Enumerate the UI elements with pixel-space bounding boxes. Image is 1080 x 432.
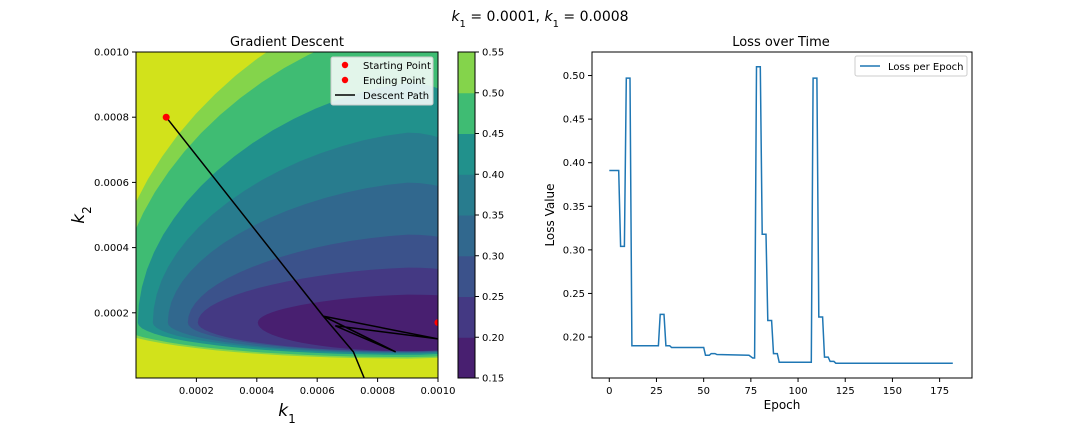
contour-xtick-label: 0.0008	[360, 386, 395, 397]
contour-ytick-label: 0.0002	[94, 308, 129, 319]
legend-end-label: Ending Point	[363, 76, 426, 87]
colorbar-tick-label: 0.45	[482, 129, 504, 140]
loss-xtick-label: 175	[930, 386, 949, 397]
contour-bands	[136, 52, 438, 378]
loss-ylabel: Loss Value	[543, 183, 557, 246]
loss-ytick-label: 0.30	[563, 245, 585, 256]
colorbar-segment	[458, 92, 475, 134]
descent-path-layer	[162, 113, 438, 378]
contour-legend: Starting Point Ending Point Descent Path	[330, 56, 434, 106]
contour-ytick-label: 0.0010	[94, 48, 129, 59]
colorbar-segment	[458, 255, 475, 297]
loss-ytick-label: 0.45	[563, 115, 585, 126]
contour-band-0.15	[257, 294, 438, 352]
loss-xtick-label: 100	[788, 386, 807, 397]
loss-legend: Loss per Epoch	[854, 55, 968, 77]
contour-xtick-label: 0.0010	[421, 386, 456, 397]
contour-xtick-label: 0.0006	[300, 386, 335, 397]
colorbar-tick-label: 0.30	[482, 251, 504, 262]
loss-title: Loss over Time	[732, 35, 830, 50]
start-point-marker	[162, 113, 170, 121]
colorbar-segment	[458, 133, 475, 175]
contour-ticks: 0.0002 0.0004 0.0006 0.0008 0.0010 0.0002 0.00…	[94, 48, 456, 398]
loss-xtick-label: 50	[697, 386, 710, 397]
contour-xtick-label: 0.0002	[179, 386, 214, 397]
colorbar-tick-label: 0.55	[482, 48, 504, 59]
legend-start-marker	[341, 61, 349, 69]
contour-chart: Gradient Descent 0.0002 0.0004 0.0006 0.000…	[69, 35, 456, 426]
contour-ytick-label: 0.0006	[94, 178, 129, 189]
loss-xtick-label: 150	[883, 386, 902, 397]
contour-xtick-label: 0.0004	[239, 386, 274, 397]
loss-series-line	[609, 66, 953, 364]
contour-ytick-label: 0.0004	[94, 243, 129, 254]
descent-path	[165, 116, 438, 378]
contour-xlabel: k1	[278, 401, 296, 426]
loss-xtick-label: 125	[836, 386, 855, 397]
colorbar-segment	[458, 337, 475, 379]
legend-start-label: Starting Point	[363, 61, 431, 72]
loss-axes-frame	[591, 51, 973, 379]
loss-ytick-label: 0.50	[563, 71, 585, 82]
loss-ytick-label: 0.25	[563, 289, 585, 300]
loss-ytick-label: 0.35	[563, 202, 585, 213]
end-point-marker	[434, 319, 438, 327]
loss-ticks: 0 25 50 75 100 125 150 175 0.20 0.25 0.30 0.35 0.40 0…	[563, 71, 949, 397]
legend-end-marker	[341, 76, 349, 84]
loss-legend-label: Loss per Epoch	[888, 62, 964, 73]
colorbar: 0.15 0.20 0.25 0.30 0.35 0.40 0.45 0.50 0.55	[457, 48, 504, 385]
contour-ylabel: k2	[69, 206, 94, 224]
loss-xtick-label: 0	[606, 386, 612, 397]
colorbar-tick-label: 0.40	[482, 170, 504, 181]
colorbar-tick-label: 0.15	[482, 374, 504, 385]
legend-path-label: Descent Path	[363, 91, 429, 102]
loss-xtick-label: 25	[650, 386, 663, 397]
figure-suptitle: k1 = 0.0001, k1 = 0.0008	[451, 9, 628, 30]
colorbar-tick-label: 0.25	[482, 292, 504, 303]
colorbar-segment	[458, 215, 475, 257]
colorbar-tick-label: 0.50	[482, 88, 504, 99]
loss-xlabel: Epoch	[764, 398, 801, 412]
loss-ytick-label: 0.20	[563, 333, 585, 344]
colorbar-segment	[458, 174, 475, 216]
contour-axes-frame	[135, 51, 439, 379]
contour-ytick-label: 0.0008	[94, 113, 129, 124]
colorbar-tick-label: 0.35	[482, 211, 504, 222]
contour-title: Gradient Descent	[230, 35, 344, 50]
loss-ytick-label: 0.40	[563, 158, 585, 169]
colorbar-segment	[458, 52, 475, 94]
loss-xtick-label: 75	[744, 386, 757, 397]
colorbar-tick-label: 0.20	[482, 333, 504, 344]
colorbar-segment	[458, 296, 475, 338]
loss-chart: Loss over Time 0 25 50 75 100 125 150 175 0.20 0.…	[543, 35, 973, 412]
